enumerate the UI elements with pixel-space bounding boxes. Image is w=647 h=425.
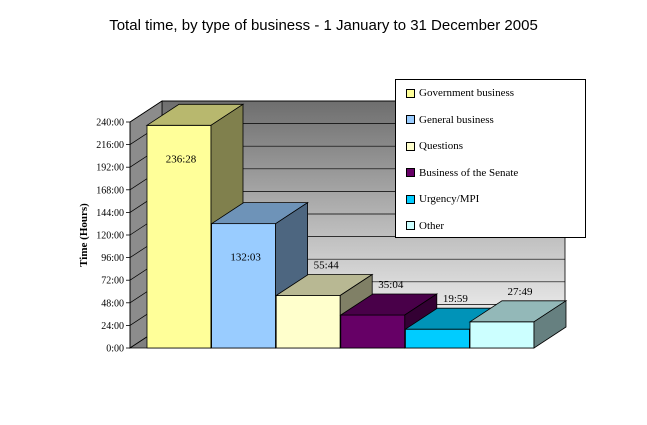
legend-swatch [406,221,415,230]
bar-5 [404,328,470,349]
data-label-4: 35:04 [378,279,404,291]
legend-label: General business [419,113,494,126]
legend-swatch [406,168,415,177]
legend-item: General business [406,113,494,127]
y-tick-label: 0:00 [106,344,124,355]
legend-swatch [406,141,415,151]
data-label-6: 27:49 [507,286,533,298]
data-label-3: 55:44 [314,260,340,272]
legend-label: Government business [419,87,515,99]
y-axis-label: Time (Hours) [78,203,90,267]
data-label-1: 236:28 [166,153,197,165]
y-tick-label: 96:00 [101,253,124,264]
bar-6 [469,321,535,349]
legend-label: Questions [419,140,463,152]
legend-label: Urgency/MPI [419,193,480,205]
y-tick-label: 120:00 [96,231,124,242]
legend-item: Urgency/MPI [406,192,479,206]
y-tick-label: 144:00 [96,208,124,219]
chart-title: Total time, by type of business - 1 Janu… [109,17,538,34]
y-tick-label: 168:00 [96,185,124,196]
y-tick-label: 216:00 [96,140,124,151]
y-tick-label: 24:00 [101,321,124,332]
y-tick-label: 72:00 [101,276,124,287]
y-tick-label: 48:00 [101,298,124,309]
legend-label: Other [419,219,445,232]
bar-6-side [533,300,567,349]
legend-item: Questions [406,139,463,153]
y-tick-label: 240:00 [96,118,124,129]
bar-2 [211,223,277,349]
bar-4 [340,314,406,349]
legend-swatch [406,88,415,98]
data-label-2: 132:03 [230,252,261,264]
y-tick-label: 192:00 [96,163,124,174]
bar-1 [146,124,212,349]
legend-item: Other [406,219,444,233]
legend-label: Business of the Senate [419,166,519,179]
bar-3 [275,295,341,349]
legend-swatch [406,115,415,124]
legend-item: Business of the Senate [406,166,518,180]
legend-swatch [406,194,415,204]
data-label-5: 19:59 [443,293,469,305]
chart-legend: Government business General business Quest… [395,79,586,238]
legend-item: Government business [406,86,514,100]
